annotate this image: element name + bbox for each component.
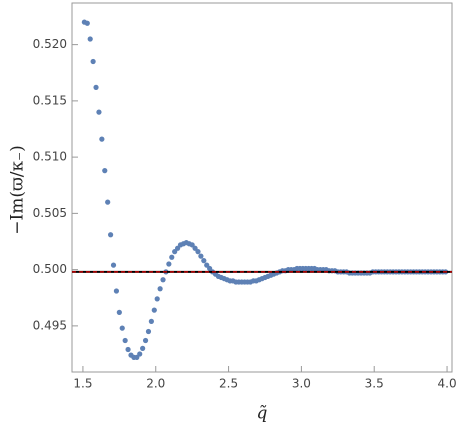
- point: [148, 318, 154, 324]
- y-tick-label: 0.520: [33, 37, 67, 51]
- point: [172, 249, 178, 255]
- point: [160, 277, 166, 283]
- point: [154, 296, 160, 302]
- point: [99, 136, 105, 142]
- point: [169, 254, 175, 260]
- point: [105, 199, 111, 205]
- point: [157, 286, 163, 292]
- x-tick-label: 1.5: [73, 377, 92, 391]
- point: [142, 337, 149, 344]
- point: [125, 346, 131, 353]
- point: [151, 307, 157, 313]
- point: [166, 261, 172, 267]
- point: [116, 309, 122, 315]
- point: [189, 242, 195, 248]
- point: [102, 168, 108, 174]
- point: [137, 351, 143, 357]
- x-tick-label: 3.0: [292, 377, 311, 391]
- point: [96, 109, 102, 115]
- x-tick-label: 3.5: [365, 377, 384, 391]
- point: [192, 245, 198, 251]
- y-tick-label: 0.510: [33, 150, 67, 164]
- point: [204, 262, 210, 268]
- y-tick-label: 0.515: [33, 93, 67, 107]
- y-axis-label: −Im(ϖ/κ₋): [8, 145, 28, 235]
- point: [122, 337, 128, 344]
- x-tick-label: 2.5: [219, 377, 238, 391]
- y-tick-label: 0.495: [33, 318, 67, 332]
- point: [90, 58, 96, 65]
- point: [107, 232, 114, 238]
- point: [140, 345, 146, 351]
- point: [145, 328, 152, 335]
- point: [195, 249, 201, 255]
- x-tick-label: 2.0: [146, 377, 165, 391]
- point: [174, 245, 181, 251]
- point: [110, 262, 117, 268]
- point: [84, 20, 90, 26]
- point: [119, 325, 125, 331]
- point: [134, 354, 140, 360]
- point: [113, 288, 120, 294]
- point: [207, 265, 213, 272]
- x-tick-label: 4.0: [438, 377, 457, 391]
- x-axis-label: q̃: [257, 404, 268, 424]
- point: [87, 36, 93, 42]
- y-tick-label: 0.500: [33, 262, 67, 276]
- y-tick-label: 0.505: [33, 206, 67, 220]
- plot-frame: [71, 2, 453, 373]
- point: [198, 253, 204, 259]
- point: [93, 84, 99, 90]
- point: [201, 258, 207, 264]
